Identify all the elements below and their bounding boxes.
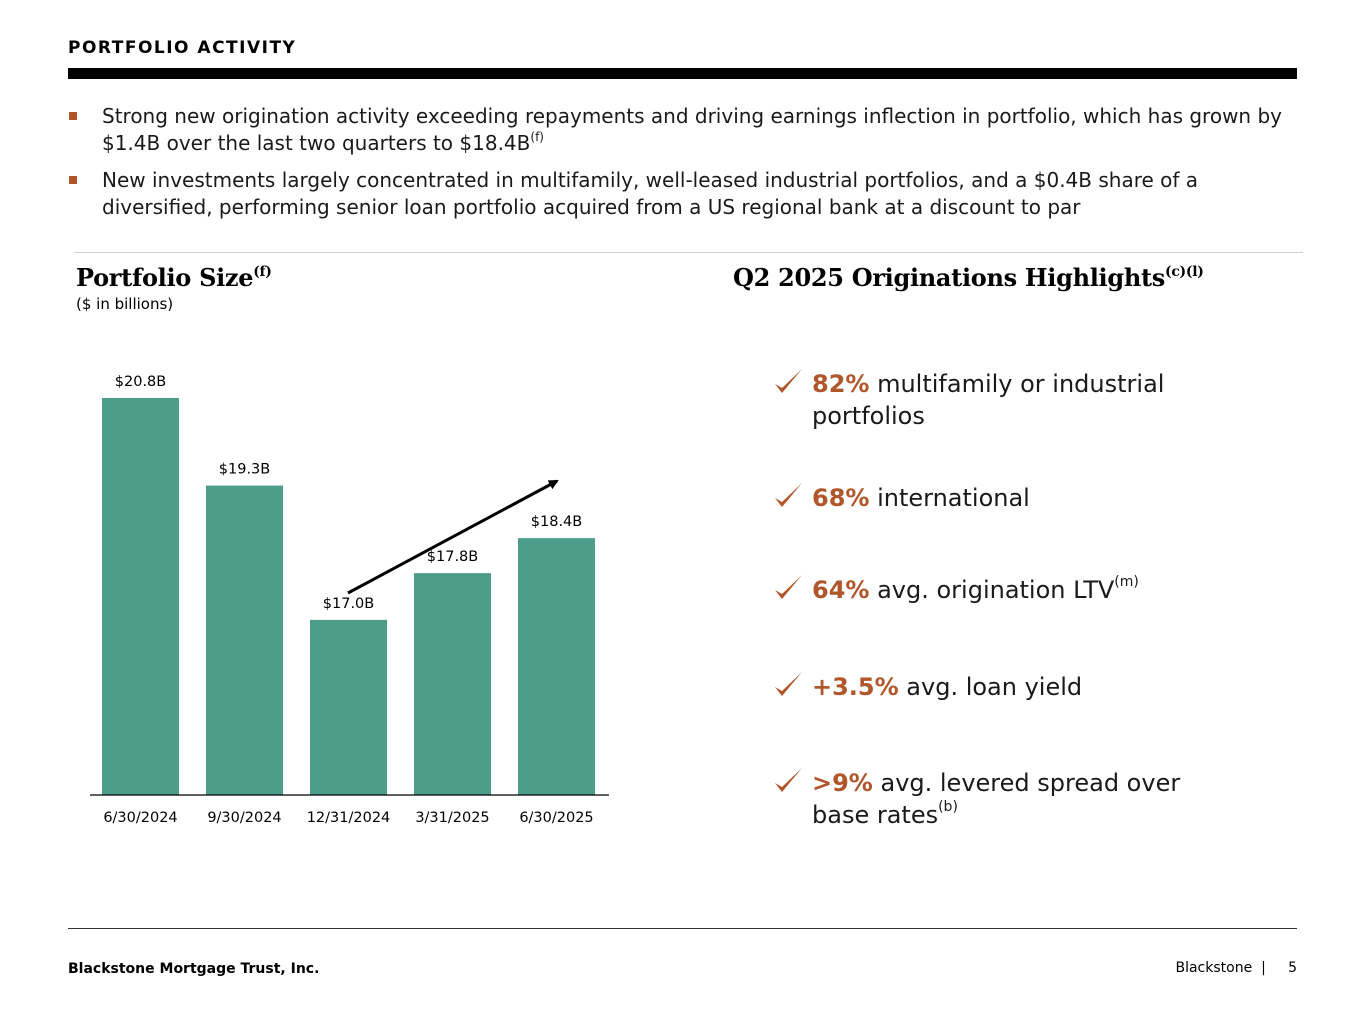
x-axis-tick-label: 6/30/2025 <box>519 810 593 826</box>
bullet-text: New investments largely concentrated in … <box>102 168 1199 219</box>
bullet-footnote: (f) <box>530 130 544 144</box>
highlight-footnote: (m) <box>1114 574 1139 590</box>
bar-value-label: $17.0B <box>323 596 374 612</box>
portfolio-bar-chart: $20.8B 6/30/2024 $19.3B 9/30/2024 $17.0B 12/3… <box>90 374 609 826</box>
footer-company: Blackstone Mortgage Trust, Inc. <box>68 961 320 977</box>
footer-rule <box>68 928 1297 929</box>
units-label: ($ in billions) <box>76 295 174 313</box>
bar-value-label: $17.8B <box>427 549 478 565</box>
x-axis-tick-label: 9/30/2024 <box>207 810 281 826</box>
x-axis-tick-label: 12/31/2024 <box>307 810 391 826</box>
x-axis-tick-label: 6/30/2024 <box>103 810 177 826</box>
footer-brand: Blackstone <box>1175 960 1253 976</box>
highlight-percent: 68% <box>812 484 870 512</box>
summary-bullets: Strong new origination activity exceedin… <box>68 103 1308 231</box>
portfolio-size-title: Portfolio Size(f) <box>76 263 272 292</box>
highlight-text: avg. loan yield <box>898 673 1083 701</box>
highlight-percent: 82% <box>812 370 870 398</box>
checkmark-icon <box>775 369 802 393</box>
trend-arrow-icon <box>347 479 559 595</box>
bar-6/30/2024 <box>102 398 179 795</box>
highlight-text: international <box>869 484 1030 512</box>
section-title: PORTFOLIO ACTIVITY <box>68 38 297 58</box>
section-divider <box>74 252 1303 253</box>
highlight-item: 64% avg. origination LTV(m) <box>772 574 1242 606</box>
bar-value-label: $20.8B <box>115 374 166 390</box>
highlight-footnote: (b) <box>938 799 958 815</box>
highlight-item: 82% multifamily or industrial portfolios <box>772 368 1242 432</box>
bar-12/31/2024 <box>310 619 387 795</box>
highlight-text: multifamily or industrial portfolios <box>812 370 1165 430</box>
footer-brand-page: Blackstone | 5 <box>1175 960 1297 976</box>
highlights-title: Q2 2025 Originations Highlights(c)(l) <box>733 263 1204 292</box>
x-axis-tick-label: 3/31/2025 <box>415 810 489 826</box>
bar-value-label: $19.3B <box>219 462 270 478</box>
highlight-text: avg. origination LTV <box>869 576 1115 604</box>
checkmark-icon <box>775 483 802 507</box>
footer-separator: | <box>1261 960 1266 976</box>
checkmark-icon <box>775 575 802 599</box>
bullet-text: Strong new origination activity exceedin… <box>102 104 1282 155</box>
bullet-item: New investments largely concentrated in … <box>68 167 1308 221</box>
highlight-item: >9% avg. levered spread over base rates(… <box>772 767 1242 831</box>
bar-3/31/2025 <box>414 573 491 795</box>
highlight-percent: >9% <box>812 769 873 797</box>
checkmark-icon <box>775 672 802 696</box>
bullet-square-icon <box>69 176 77 184</box>
bullet-item: Strong new origination activity exceedin… <box>68 103 1308 157</box>
portfolio-title-text: Portfolio Size <box>76 263 254 292</box>
highlight-text: avg. levered spread over base rates <box>812 769 1181 829</box>
highlight-item: +3.5% avg. loan yield <box>772 671 1242 703</box>
highlights-title-text: Q2 2025 Originations Highlights <box>733 263 1165 292</box>
highlight-item: 68% international <box>772 482 1242 514</box>
page-number: 5 <box>1288 960 1297 976</box>
bar-6/30/2025 <box>518 538 595 795</box>
bullet-square-icon <box>69 112 77 120</box>
highlights-title-footnote: (c)(l) <box>1165 264 1204 280</box>
bar-value-label: $18.4B <box>531 514 582 530</box>
portfolio-title-footnote: (f) <box>253 264 272 280</box>
header-rule <box>68 68 1297 79</box>
bar-9/30/2024 <box>206 485 283 795</box>
highlight-percent: 64% <box>812 576 870 604</box>
highlight-percent: +3.5% <box>812 673 899 701</box>
checkmark-icon <box>775 768 802 792</box>
